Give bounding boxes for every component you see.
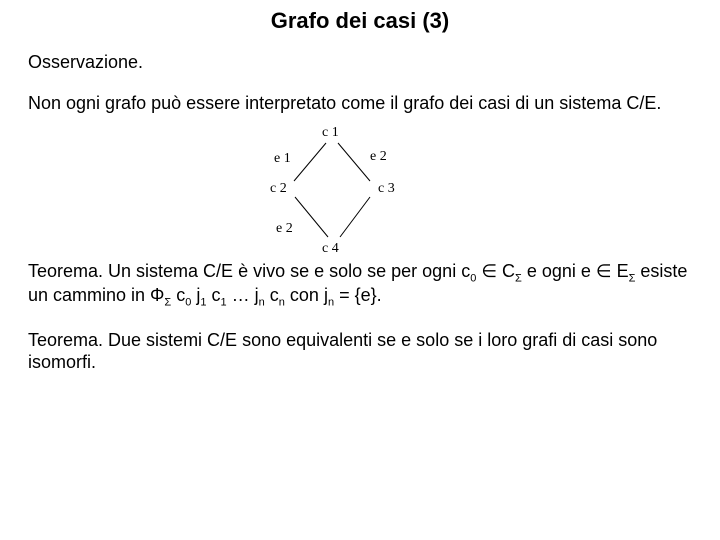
edge-e2-bottom: e 2 (276, 221, 293, 237)
edge-e1: e 1 (274, 151, 291, 167)
theorem-2: Teorema. Due sistemi C/E sono equivalent… (28, 330, 692, 373)
node-c2: c 2 (270, 181, 287, 197)
graph-diagram: c 1 e 1 e 2 c 2 c 3 e 2 c 4 (0, 121, 720, 261)
node-c3: c 3 (378, 181, 395, 197)
node-c1: c 1 (322, 125, 339, 141)
theorem-1: Teorema. Un sistema C/E è vivo se e solo… (28, 261, 692, 311)
node-c4: c 4 (322, 241, 339, 257)
diagram-lines (0, 121, 720, 261)
paragraph-1: Non ogni grafo può essere interpretato c… (28, 93, 692, 115)
edge-e2-top: e 2 (370, 149, 387, 165)
observation-heading: Osservazione. (28, 52, 720, 73)
page-title: Grafo dei casi (3) (0, 0, 720, 34)
